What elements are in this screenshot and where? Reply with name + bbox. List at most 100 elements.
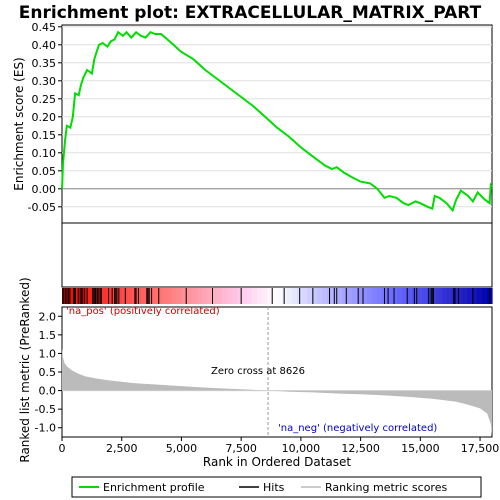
es-y-tick-label: -0.05 xyxy=(28,201,56,214)
x-tick-label: 5,000 xyxy=(166,442,198,455)
heat-segment xyxy=(197,288,203,304)
heat-segment xyxy=(222,288,228,304)
heat-segment xyxy=(407,288,413,304)
ranking-metric-area xyxy=(62,347,492,436)
metric-y-tick-label: -1.0 xyxy=(35,422,56,435)
heat-segment xyxy=(417,288,423,304)
metric-y-tick-label: 0.0 xyxy=(39,385,57,398)
heat-segment xyxy=(437,288,443,304)
heat-segment xyxy=(147,288,153,304)
x-tick-label: 7,500 xyxy=(225,442,257,455)
heat-segment xyxy=(432,288,438,304)
heat-segment xyxy=(322,288,328,304)
metric-y-tick-label: 2.0 xyxy=(39,310,57,323)
heat-segment xyxy=(127,288,133,304)
pos-label: 'na_pos' (positively correlated) xyxy=(66,306,220,317)
heat-segment xyxy=(217,288,223,304)
neg-label: 'na_neg' (negatively correlated) xyxy=(278,423,437,434)
es-y-axis: -0.05 0.00 0.05 0.10 0.15 0.20 0.25 0.30 0.35 0.4… xyxy=(28,21,62,214)
legend-ranking-label: Ranking metric scores xyxy=(325,481,447,494)
heat-segment xyxy=(252,288,258,304)
heat-segment xyxy=(337,288,343,304)
heat-segment xyxy=(317,288,323,304)
heat-segment xyxy=(107,288,113,304)
es-y-tick-label: 0.10 xyxy=(32,147,57,160)
heat-segment xyxy=(462,288,468,304)
hits-panel-frame xyxy=(61,222,493,288)
es-y-grid xyxy=(62,26,492,208)
heat-segment xyxy=(227,288,233,304)
x-tick-label: 17,500 xyxy=(461,442,500,455)
heat-segment xyxy=(207,288,213,304)
heat-segment xyxy=(87,288,93,304)
heat-segment xyxy=(287,288,293,304)
legend: Enrichment profile Hits Ranking metric s… xyxy=(71,476,482,498)
legend-enrichment-label: Enrichment profile xyxy=(103,481,205,494)
heat-segment xyxy=(102,288,108,304)
heat-segment xyxy=(192,288,198,304)
heat-segment xyxy=(262,288,268,304)
es-y-tick-label: 0.05 xyxy=(32,165,57,178)
heat-segment xyxy=(402,288,408,304)
heat-segment xyxy=(257,288,263,304)
heat-segment xyxy=(277,288,283,304)
es-y-tick-label: 0.00 xyxy=(32,183,57,196)
metric-y-axis-label: Ranked list metric (PreRanked) xyxy=(18,277,32,462)
heat-segment xyxy=(122,288,128,304)
heat-segment xyxy=(187,288,193,304)
heat-segment xyxy=(397,288,403,304)
chart-title: Enrichment plot: EXTRACELLULAR_MATRIX_PA… xyxy=(19,3,482,23)
hits-marks xyxy=(62,288,491,304)
heat-segment xyxy=(117,288,123,304)
heat-segment xyxy=(267,288,273,304)
heat-segment xyxy=(142,288,148,304)
metric-y-axis: -1.0 -0.5 0.0 0.5 1.0 1.5 2.0 xyxy=(35,310,62,435)
heat-segment xyxy=(442,288,448,304)
legend-hits-label: Hits xyxy=(263,481,285,494)
zero-cross-label: Zero cross at 8626 xyxy=(211,366,305,377)
heat-segment xyxy=(247,288,253,304)
x-tick-label: 2,500 xyxy=(106,442,138,455)
heat-segment xyxy=(377,288,383,304)
heat-segment xyxy=(232,288,238,304)
heat-segment xyxy=(62,288,68,304)
heat-segment xyxy=(167,288,173,304)
heat-segment xyxy=(292,288,298,304)
heat-segment xyxy=(172,288,178,304)
metric-y-tick-label: 1.0 xyxy=(39,347,57,360)
heat-segment xyxy=(457,288,463,304)
heat-segment xyxy=(202,288,208,304)
heat-segment xyxy=(282,288,288,304)
x-tick-label: 10,000 xyxy=(282,442,321,455)
es-y-tick-label: 0.15 xyxy=(32,129,57,142)
metric-y-tick-label: 0.5 xyxy=(39,366,57,379)
heat-segment xyxy=(357,288,363,304)
es-y-tick-label: 0.25 xyxy=(32,93,57,106)
x-tick-label: 12,500 xyxy=(341,442,380,455)
heat-segment xyxy=(157,288,163,304)
heat-segment xyxy=(182,288,188,304)
heat-segment xyxy=(242,288,248,304)
x-axis-label: Rank in Ordered Dataset xyxy=(203,455,351,469)
heat-segment xyxy=(472,288,478,304)
x-tick-label: 0 xyxy=(59,442,66,455)
x-axis: 0 2,500 5,000 7,500 10,000 12,500 15,000 17,500 xyxy=(59,437,500,455)
es-y-tick-label: 0.20 xyxy=(32,111,57,124)
heat-segment xyxy=(467,288,473,304)
heat-segment xyxy=(427,288,433,304)
heat-segment xyxy=(312,288,318,304)
metric-y-tick-label: 1.5 xyxy=(39,329,57,342)
heat-segment xyxy=(387,288,393,304)
heat-segment xyxy=(372,288,378,304)
heat-segment xyxy=(307,288,313,304)
heat-segment xyxy=(482,288,488,304)
enrichment-profile-line xyxy=(61,30,493,213)
heat-segment xyxy=(422,288,428,304)
heat-segment xyxy=(152,288,158,304)
ranking-heat-bar xyxy=(62,288,493,304)
heat-segment xyxy=(137,288,143,304)
heat-segment xyxy=(367,288,373,304)
heat-segment xyxy=(272,288,278,304)
heat-segment xyxy=(477,288,483,304)
